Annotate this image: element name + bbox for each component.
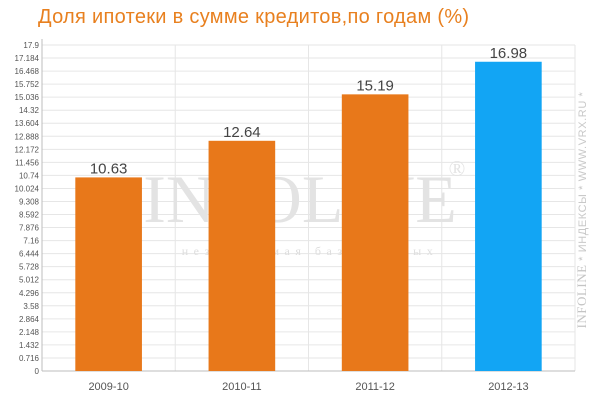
labels: 0 0.716 1.432 2.148 2.864 3.58 4.296 5.012 5.728… [15,41,529,393]
x-tick-label: 2011-12 [355,381,395,393]
y-tick-label: 10.024 [15,184,40,193]
side-watermark: INFOLINE * ИНДЕКСЫ * WWW.VRX.RU * [574,92,590,329]
y-tick-label: 8.592 [19,211,40,220]
y-tick-label: 6.444 [19,250,40,259]
y-tick-label: 0.716 [19,354,40,363]
y-tick-label: 12.888 [15,132,40,141]
bar-value-label: 10.63 [90,160,128,177]
y-tick-label: 17.184 [15,54,40,63]
y-tick-label: 4.296 [19,289,40,298]
watermark-logo: INFOLINE [143,161,457,237]
y-tick-label: 13.604 [15,119,40,128]
y-tick-label: 7.876 [19,224,40,233]
watermark-registered-mark: ® [449,156,466,181]
side-watermark-text: * ИНДЕКСЫ * WWW.VRX.RU * [577,91,589,265]
bar [341,94,409,371]
bar [475,61,542,371]
bar-value-label: 16.98 [490,45,528,62]
y-tick-label: 14.32 [19,106,40,115]
y-tick-label: 2.148 [19,328,40,337]
y-tick-label: 9.308 [19,197,40,206]
y-tick-label: 3.58 [23,302,39,311]
x-tick-label: 2009-10 [88,381,128,393]
bar-value-label: 12.64 [223,124,261,141]
bar [75,177,142,371]
y-tick-label: 2.864 [19,315,40,324]
y-tick-label: 10.74 [19,171,40,180]
y-tick-label: 1.432 [19,341,40,350]
side-watermark-brand: INFOLINE [574,264,589,329]
y-tick-label: 7.16 [23,237,39,246]
y-tick-label: 17.9 [23,41,39,50]
bar-value-label: 15.19 [356,77,394,94]
center-watermark: INFOLINE ® независимая база данных [143,156,465,258]
y-tick-label: 5.012 [19,276,40,285]
x-tick-label: 2012-13 [488,381,528,393]
y-tick-label: 5.728 [19,263,40,272]
y-tick-label: 15.752 [15,80,40,89]
y-tick-label: 12.172 [15,145,40,154]
chart-title: Доля ипотеки в сумме кредитов,по годам (… [38,6,470,28]
y-tick-label: 16.468 [15,67,40,76]
y-tick-label: 0 [35,367,40,376]
y-tick-label: 15.036 [15,93,40,102]
y-tick-label: 11.456 [15,158,39,167]
x-tick-label: 2010-11 [222,381,262,393]
bars [75,61,542,371]
bar [208,140,276,371]
